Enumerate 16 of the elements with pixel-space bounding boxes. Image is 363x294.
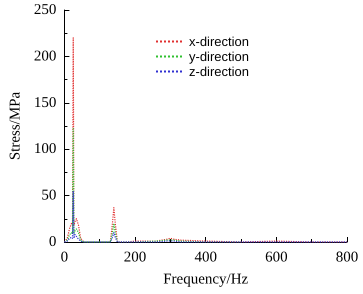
x-tick-label: 800	[336, 250, 358, 266]
x-tick-label: 0	[60, 250, 68, 266]
y-tick-label: 100	[34, 141, 56, 158]
legend-label: z-direction	[189, 64, 249, 79]
x-axis-title: Frequency/Hz	[163, 272, 249, 288]
x-tick-label: 400	[194, 250, 217, 266]
x-tick-label: 200	[124, 250, 146, 266]
y-tick-label: 250	[34, 2, 56, 18]
y-axis-title: Stress/MPa	[8, 91, 24, 160]
y-tick-label: 50	[41, 188, 56, 204]
y-tick-label: 0	[48, 234, 56, 250]
legend-label: x-direction	[189, 34, 249, 49]
y-tick-label: 150	[34, 94, 56, 111]
legend-label: y-direction	[189, 49, 249, 64]
y-tick-label: 200	[34, 48, 56, 64]
x-tick-label: 600	[265, 250, 288, 266]
